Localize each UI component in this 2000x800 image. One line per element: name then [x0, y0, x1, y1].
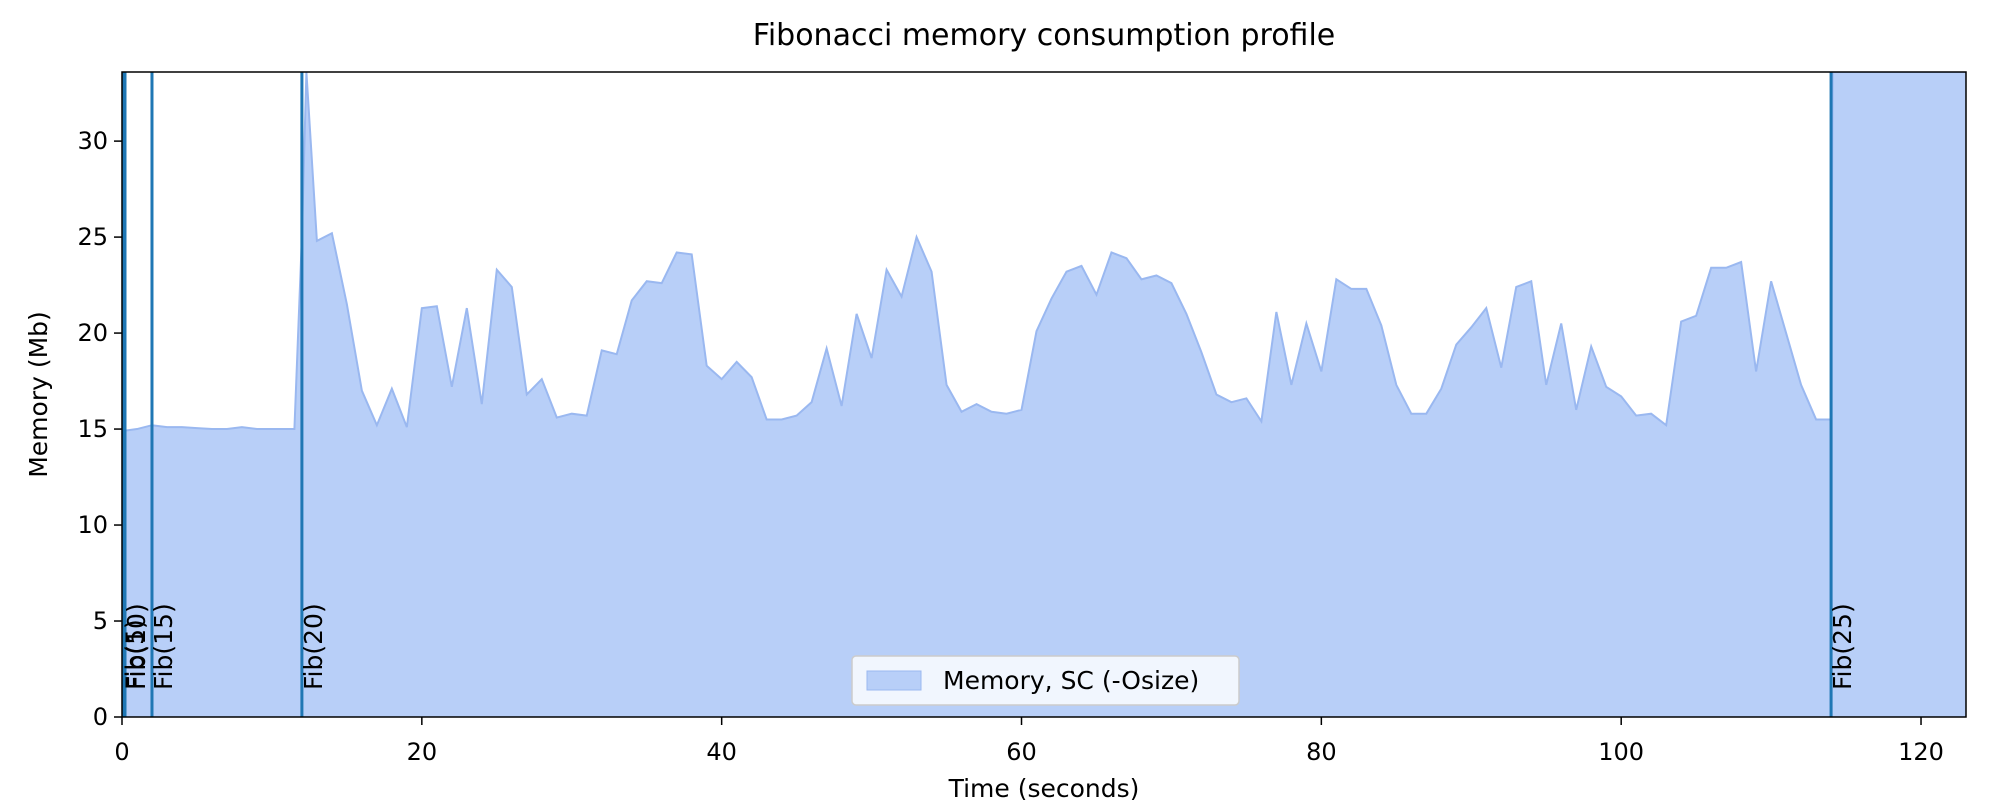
x-tick-label-3: 60: [1006, 738, 1037, 766]
x-axis-label: Time (seconds): [948, 774, 1140, 800]
y-tick-label-3: 15: [77, 415, 108, 443]
x-tick-label-4: 80: [1306, 738, 1337, 766]
legend: Memory, SC (-Osize): [851, 655, 1240, 706]
x-axis: 0 20 40 60 80 100 120: [114, 717, 1944, 766]
x-tick-label-6: 120: [1898, 738, 1944, 766]
annotation-labels: Fib(5)Fib(10)Fib(15) Fib(20) Fib(25): [120, 603, 1857, 690]
annotation-label-1: Fib(10): [122, 603, 151, 690]
annotation-label-3: Fib(20): [299, 603, 328, 690]
x-tick-label-1: 20: [407, 738, 438, 766]
y-tick-label-1: 5: [93, 607, 108, 635]
plot-frame: [121, 71, 1967, 718]
y-tick-label-2: 10: [77, 511, 108, 539]
y-tick-label-4: 20: [77, 319, 108, 347]
annotation-lines: [122, 72, 1833, 717]
y-tick-label-0: 0: [93, 703, 108, 731]
x-tick-label-0: 0: [114, 738, 129, 766]
chart-title: Fibonacci memory consumption profile: [753, 18, 1335, 53]
y-axis: 0 5 10 15 20 25 30: [77, 127, 122, 731]
memory-area-fill: [122, 72, 1966, 717]
annotation-label-2: Fib(15): [149, 603, 178, 690]
memory-series-line: [122, 72, 1966, 432]
annotation-label-0: Fib(5): [120, 619, 149, 690]
x-tick-label-5: 100: [1598, 738, 1644, 766]
legend-swatch: [866, 670, 922, 691]
annotation-label-4: Fib(25): [1828, 603, 1857, 690]
plot-area: [122, 72, 1966, 717]
x-tick-label-2: 40: [706, 738, 737, 766]
y-tick-label-5: 25: [77, 223, 108, 251]
legend-label: Memory, SC (-Osize): [943, 666, 1199, 695]
legend-box: [851, 655, 1240, 706]
y-axis-label: Memory (Mb): [24, 311, 53, 478]
y-tick-label-6: 30: [77, 127, 108, 155]
